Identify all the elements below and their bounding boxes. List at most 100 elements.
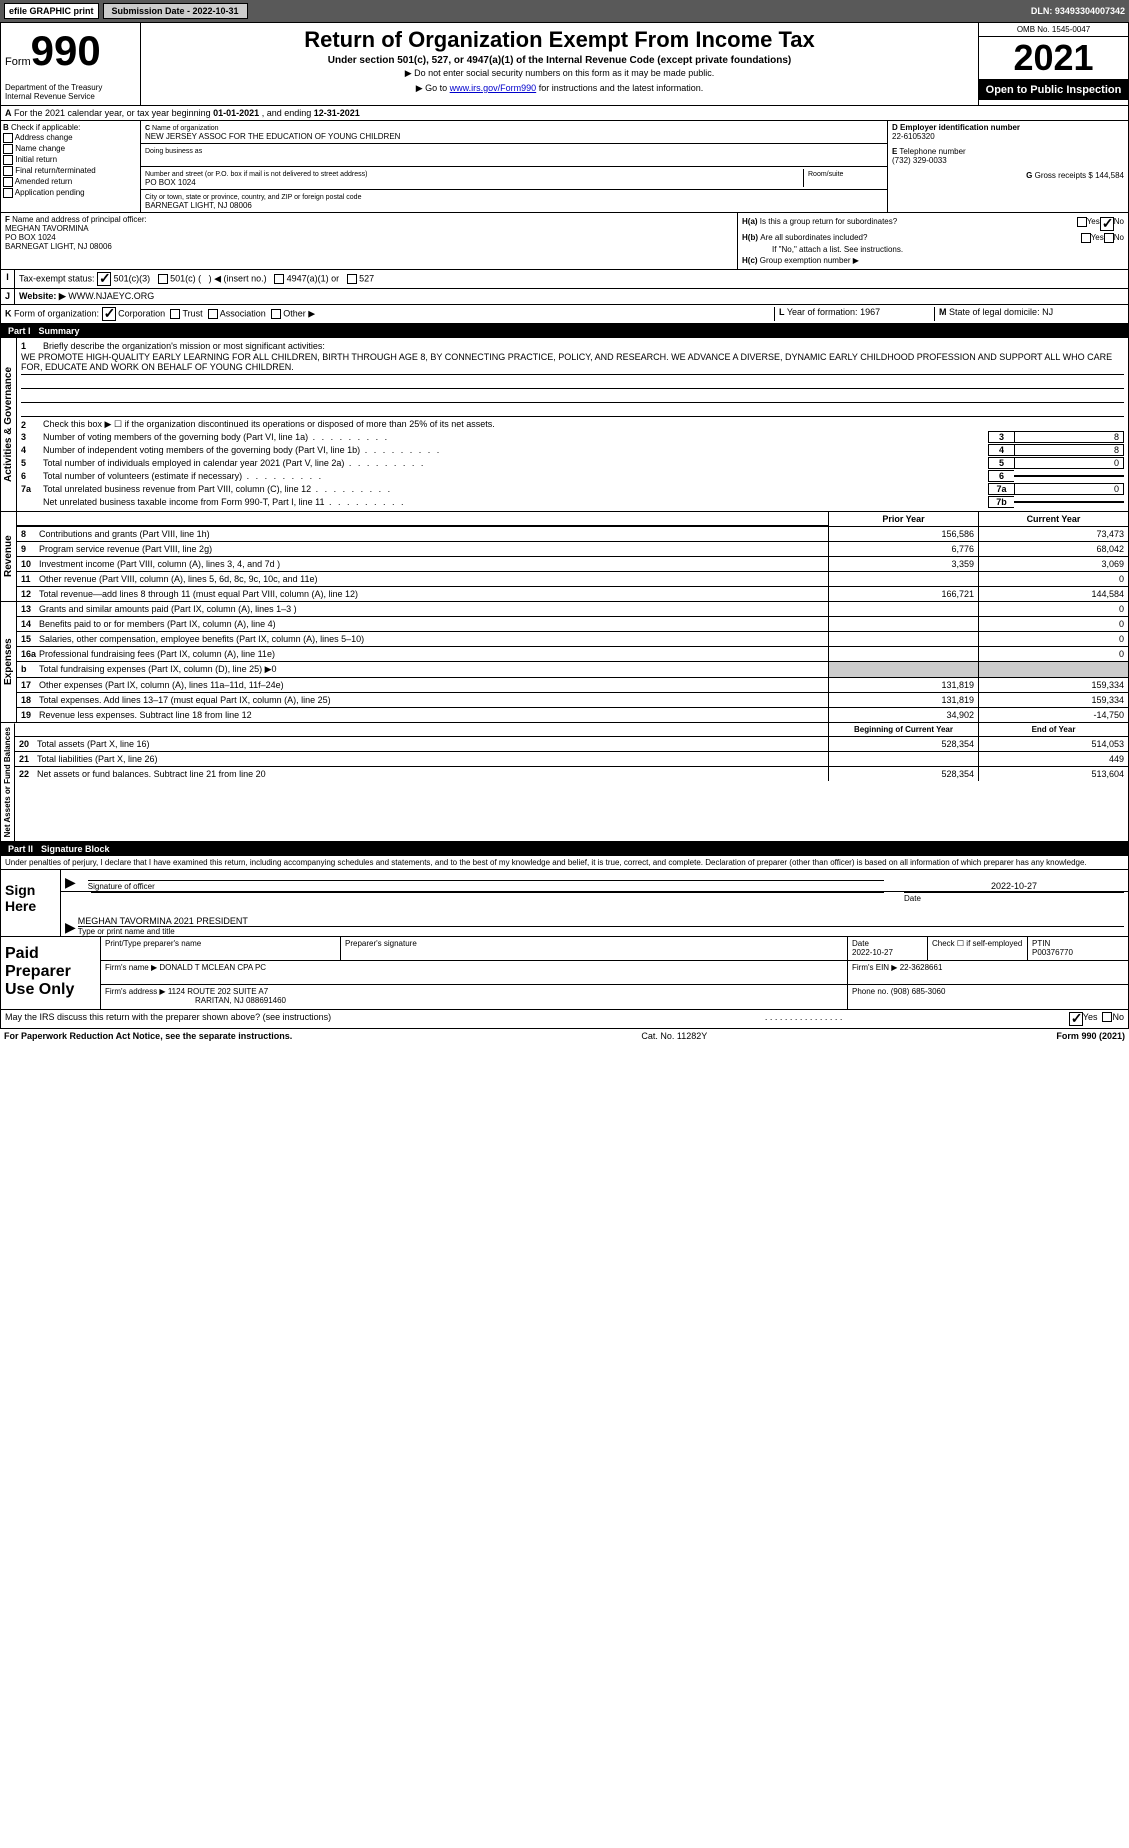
governance-block: Activities & Governance 1Briefly describ… <box>0 338 1129 512</box>
col-begin: Beginning of Current Year <box>828 723 978 736</box>
rev-line: 12Total revenue—add lines 8 through 11 (… <box>17 587 1128 601</box>
submission-date-button[interactable]: Submission Date - 2022-10-31 <box>103 3 248 19</box>
check-amended[interactable]: Amended return <box>3 177 138 187</box>
check-name-change[interactable]: Name change <box>3 144 138 154</box>
rev-line: 10Investment income (Part VIII, column (… <box>17 557 1128 572</box>
year-formation: 1967 <box>860 307 880 317</box>
ha-text: Is this a group return for subordinates? <box>760 217 1077 231</box>
efile-badge: efile GRAPHIC print <box>4 3 99 19</box>
paid-preparer-block: Paid Preparer Use Only Print/Type prepar… <box>0 937 1129 1010</box>
check-app-pending[interactable]: Application pending <box>3 188 138 198</box>
gov-line: Net unrelated business taxable income fr… <box>21 496 1124 508</box>
col-current: Current Year <box>978 512 1128 526</box>
check-assoc[interactable] <box>208 309 218 319</box>
form-id-block: Form990 Department of the Treasury Inter… <box>1 23 141 105</box>
principal-row: F Name and address of principal officer:… <box>0 213 1129 270</box>
ptin-value: P00376770 <box>1032 948 1073 957</box>
section-d: D Employer identification number22-61053… <box>888 121 1128 212</box>
sig-intro: Under penalties of perjury, I declare th… <box>0 856 1129 869</box>
rev-line: 11Other revenue (Part VIII, column (A), … <box>17 572 1128 587</box>
exp-line: 16aProfessional fundraising fees (Part I… <box>17 647 1128 662</box>
check-501c3[interactable] <box>97 272 111 286</box>
firm-ein: 22-3628661 <box>900 963 943 972</box>
type-name-label: Type or print name and title <box>78 926 1124 936</box>
discuss-yes-check[interactable] <box>1069 1012 1083 1026</box>
website-cell: Website: ▶ WWW.NJAEYC.ORG <box>15 289 1128 304</box>
revenue-block: Revenue Prior YearCurrent Year 8Contribu… <box>0 512 1129 602</box>
header-right: OMB No. 1545-0047 2021 Open to Public In… <box>978 23 1128 105</box>
a-end: 12-31-2021 <box>314 108 360 118</box>
a-pre: For the 2021 calendar year, or tax year … <box>14 108 213 118</box>
website-value: WWW.NJAEYC.ORG <box>68 291 154 301</box>
self-emp-check[interactable]: Check ☐ if self-employed <box>928 937 1028 960</box>
l1-label: Briefly describe the organization's miss… <box>43 341 1124 351</box>
firm-addr-label: Firm's address ▶ <box>105 987 166 996</box>
ha-no-check[interactable] <box>1100 217 1114 231</box>
blank-line-3 <box>21 405 1124 417</box>
l-year: L Year of formation: 1967 <box>774 307 934 321</box>
gross-value: 144,584 <box>1095 171 1124 180</box>
k-label: Form of organization: <box>14 308 99 318</box>
footer: For Paperwork Reduction Act Notice, see … <box>0 1029 1129 1043</box>
check-other[interactable] <box>271 309 281 319</box>
check-527[interactable] <box>347 274 357 284</box>
net-line: 22Net assets or fund balances. Subtract … <box>15 767 1128 781</box>
check-final-return[interactable]: Final return/terminated <box>3 166 138 176</box>
check-address-change[interactable]: Address change <box>3 133 138 143</box>
check-501c[interactable] <box>158 274 168 284</box>
check-initial-return[interactable]: Initial return <box>3 155 138 165</box>
check-trust[interactable] <box>170 309 180 319</box>
city-label: City or town, state or province, country… <box>145 194 361 201</box>
side-revenue: Revenue <box>1 512 17 601</box>
section-f: F Name and address of principal officer:… <box>1 213 738 269</box>
side-netassets: Net Assets or Fund Balances <box>1 723 15 841</box>
discuss-no-check[interactable] <box>1102 1012 1112 1022</box>
instructions-link[interactable]: www.irs.gov/Form990 <box>450 83 537 93</box>
open-inspection-badge: Open to Public Inspection <box>979 80 1128 100</box>
hb-yes-check[interactable] <box>1081 233 1091 243</box>
header-center: Return of Organization Exempt From Incom… <box>141 23 978 105</box>
net-line: 21Total liabilities (Part X, line 26)449 <box>15 752 1128 767</box>
footer-left: For Paperwork Reduction Act Notice, see … <box>4 1031 292 1041</box>
check-4947[interactable] <box>274 274 284 284</box>
firm-addr1: 1124 ROUTE 202 SUITE A7 <box>168 987 268 996</box>
info-block: B Check if applicable: Address change Na… <box>0 121 1129 213</box>
part1-header: Part I Summary <box>0 324 1129 338</box>
topbar: efile GRAPHIC print Submission Date - 20… <box>0 0 1129 22</box>
gov-content: 1Briefly describe the organization's mis… <box>17 338 1128 511</box>
section-b: B Check if applicable: Address change Na… <box>1 121 141 212</box>
part2-title: Signature Block <box>41 844 110 854</box>
k-form-org: K Form of organization: Corporation Trus… <box>5 307 774 321</box>
form-word: Form <box>5 56 31 68</box>
ha-yes-check[interactable] <box>1077 217 1087 227</box>
net-line: 20Total assets (Part X, line 16)528,3545… <box>15 737 1128 752</box>
phone-value: (908) 685-3060 <box>891 987 946 996</box>
hc-text: Group exemption number ▶ <box>760 256 859 265</box>
section-c: C Name of organization NEW JERSEY ASSOC … <box>141 121 888 212</box>
officer-name: MEGHAN TAVORMINA <box>5 224 89 233</box>
gov-line: 5Total number of individuals employed in… <box>21 457 1124 469</box>
exp-line: 18Total expenses. Add lines 13–17 (must … <box>17 693 1128 708</box>
website-row: J Website: ▶ WWW.NJAEYC.ORG <box>0 289 1129 305</box>
check-corp[interactable] <box>102 307 116 321</box>
netassets-block: Net Assets or Fund Balances Beginning of… <box>0 723 1129 842</box>
side-governance: Activities & Governance <box>1 338 17 511</box>
side-expenses: Expenses <box>1 602 17 722</box>
footer-right: Form 990 (2021) <box>1056 1031 1125 1041</box>
subtitle-2: ▶ Do not enter social security numbers o… <box>149 68 970 79</box>
ptin-header: PTIN <box>1032 939 1050 948</box>
blank-line-1 <box>21 377 1124 389</box>
dba-label: Doing business as <box>145 148 202 155</box>
b-label: Check if applicable: <box>11 123 80 132</box>
dln-label: DLN: 93493304007342 <box>1031 6 1125 16</box>
gov-line: 3Number of voting members of the governi… <box>21 431 1124 443</box>
prep-name-header: Print/Type preparer's name <box>101 937 341 960</box>
org-city: BARNEGAT LIGHT, NJ 08006 <box>145 201 252 210</box>
gross-label: Gross receipts $ <box>1035 171 1093 180</box>
gov-line: 7aTotal unrelated business revenue from … <box>21 483 1124 495</box>
sub3-pre: ▶ Go to <box>416 83 450 93</box>
hb-no-check[interactable] <box>1104 233 1114 243</box>
subtitle-3: ▶ Go to www.irs.gov/Form990 for instruct… <box>149 83 970 94</box>
paid-label: Paid Preparer Use Only <box>1 937 101 1009</box>
firm-name: DONALD T MCLEAN CPA PC <box>159 963 266 972</box>
